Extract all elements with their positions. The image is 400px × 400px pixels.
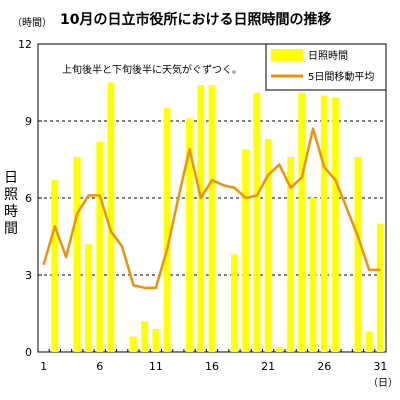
y-axis-label-char: 照 — [4, 187, 18, 203]
y-tick-label: 3 — [25, 269, 32, 282]
bar-day-21 — [264, 138, 272, 352]
x-unit-label: （日） — [368, 377, 398, 389]
bar-day-16 — [208, 85, 216, 353]
bar-day-26 — [320, 95, 328, 352]
y-axis-label-char: 日 — [4, 170, 18, 186]
y-tick-label: 12 — [18, 38, 32, 51]
bar-day-12 — [163, 108, 171, 353]
bar-day-9 — [130, 336, 137, 352]
bar-day-24 — [298, 92, 306, 353]
bar-day-19 — [242, 149, 250, 352]
y-axis: 0 3 6 9 12 — [18, 38, 42, 359]
moving-average-group — [42, 127, 381, 290]
bar-day-25 — [309, 198, 317, 352]
moving-average-line — [42, 127, 381, 290]
legend: 日照時間 5日間移動平均 — [265, 43, 387, 91]
legend-bar-swatch — [271, 49, 303, 61]
bar-day-11 — [152, 328, 160, 352]
bar-day-5 — [85, 244, 92, 352]
bar-day-2 — [51, 180, 59, 352]
y-tick-label: 0 — [25, 346, 32, 359]
bar-day-10 — [141, 321, 149, 352]
x-tick-label: 21 — [261, 360, 275, 373]
x-tick-label: 1 — [40, 360, 47, 373]
bar-day-22 — [275, 346, 283, 352]
y-tick-label: 6 — [25, 192, 32, 205]
legend-line-label: 5日間移動平均 — [308, 70, 374, 83]
bars-group — [51, 82, 384, 353]
annotation-text: 上旬後半と下旬後半に天気がぐずつく。 — [62, 63, 242, 76]
bar-day-20 — [253, 92, 261, 353]
bar-day-23 — [287, 156, 294, 352]
x-tick-label: 11 — [149, 360, 163, 373]
x-tick-label: 16 — [205, 360, 219, 373]
bar-day-14 — [186, 118, 193, 352]
y-tick-label: 9 — [25, 115, 32, 128]
y-axis-label-char: 時 — [4, 204, 18, 220]
x-tick-label: 26 — [317, 360, 331, 373]
bar-day-18 — [231, 254, 238, 352]
chart-title: 10月の日立市役所における日照時間の推移 — [60, 11, 331, 28]
x-tick-label: 31 — [373, 360, 387, 373]
bar-day-4 — [73, 156, 81, 352]
bar-day-31 — [377, 223, 384, 352]
bar-day-29 — [354, 156, 362, 352]
bar-day-6 — [96, 141, 104, 352]
x-axis: 1 6 11 16 21 26 31 — [40, 349, 387, 373]
y-axis-label-char: 間 — [4, 221, 18, 237]
bar-day-7 — [107, 82, 115, 352]
x-tick-label: 6 — [96, 360, 103, 373]
bar-day-30 — [365, 331, 373, 352]
y-axis-label: 日照時間 — [4, 170, 18, 237]
bar-day-27 — [332, 97, 339, 353]
y-unit-label: （時間） — [12, 17, 52, 29]
legend-bar-label: 日照時間 — [308, 50, 348, 62]
bar-day-15 — [197, 85, 205, 353]
